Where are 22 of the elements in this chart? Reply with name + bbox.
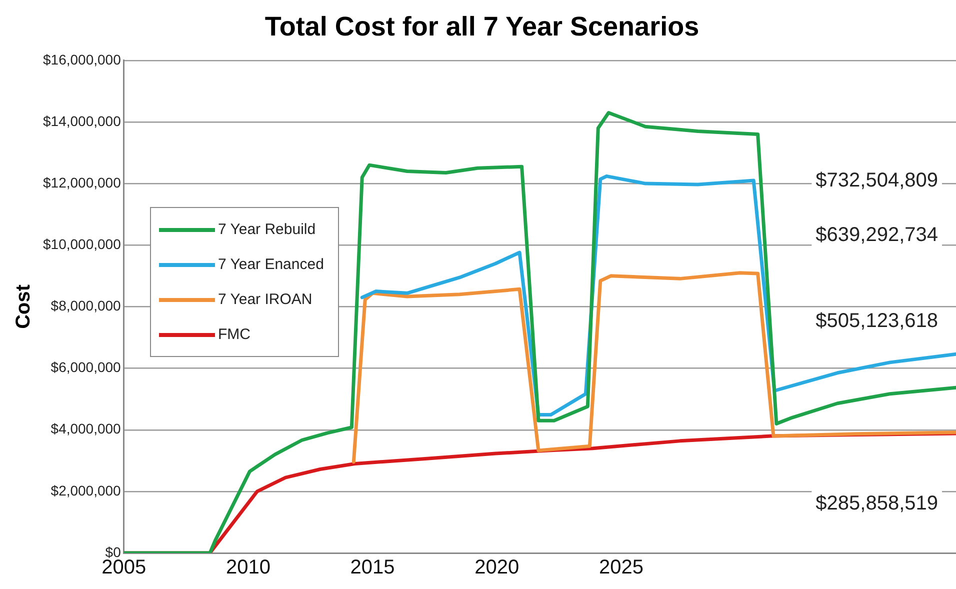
chart-title: Total Cost for all 7 Year Scenarios	[264, 12, 700, 42]
y-axis-title: Cost	[12, 284, 35, 329]
x-tick-label: 2015	[350, 556, 395, 579]
x-tick-label: 2010	[226, 556, 270, 579]
x-tick-label: 2025	[599, 556, 644, 579]
legend-label: FMC	[218, 326, 250, 343]
x-tick-label: 2020	[474, 556, 520, 579]
y-tick-label: $12,000,000	[42, 174, 122, 190]
y-tick-label: $2,000,000	[50, 482, 122, 498]
annotation: $732,504,809	[816, 170, 938, 192]
legend-label: 7 Year IROAN	[218, 291, 312, 308]
y-tick-label: $16,000,000	[42, 51, 122, 68]
legend-label: 7 Year Rebuild	[218, 221, 316, 238]
legend-label: 7 Year Enanced	[218, 256, 324, 273]
annotation: $505,123,618	[816, 310, 938, 332]
y-tick-label: $6,000,000	[50, 359, 122, 376]
y-tick-label: $4,000,000	[50, 420, 122, 437]
y-tick-label: $14,000,000	[42, 112, 122, 129]
y-tick-label: $8,000,000	[50, 298, 122, 314]
y-tick-label: $10,000,000	[42, 236, 122, 252]
annotation: $639,292,734	[816, 224, 938, 246]
annotation: $285,858,519	[816, 492, 938, 514]
